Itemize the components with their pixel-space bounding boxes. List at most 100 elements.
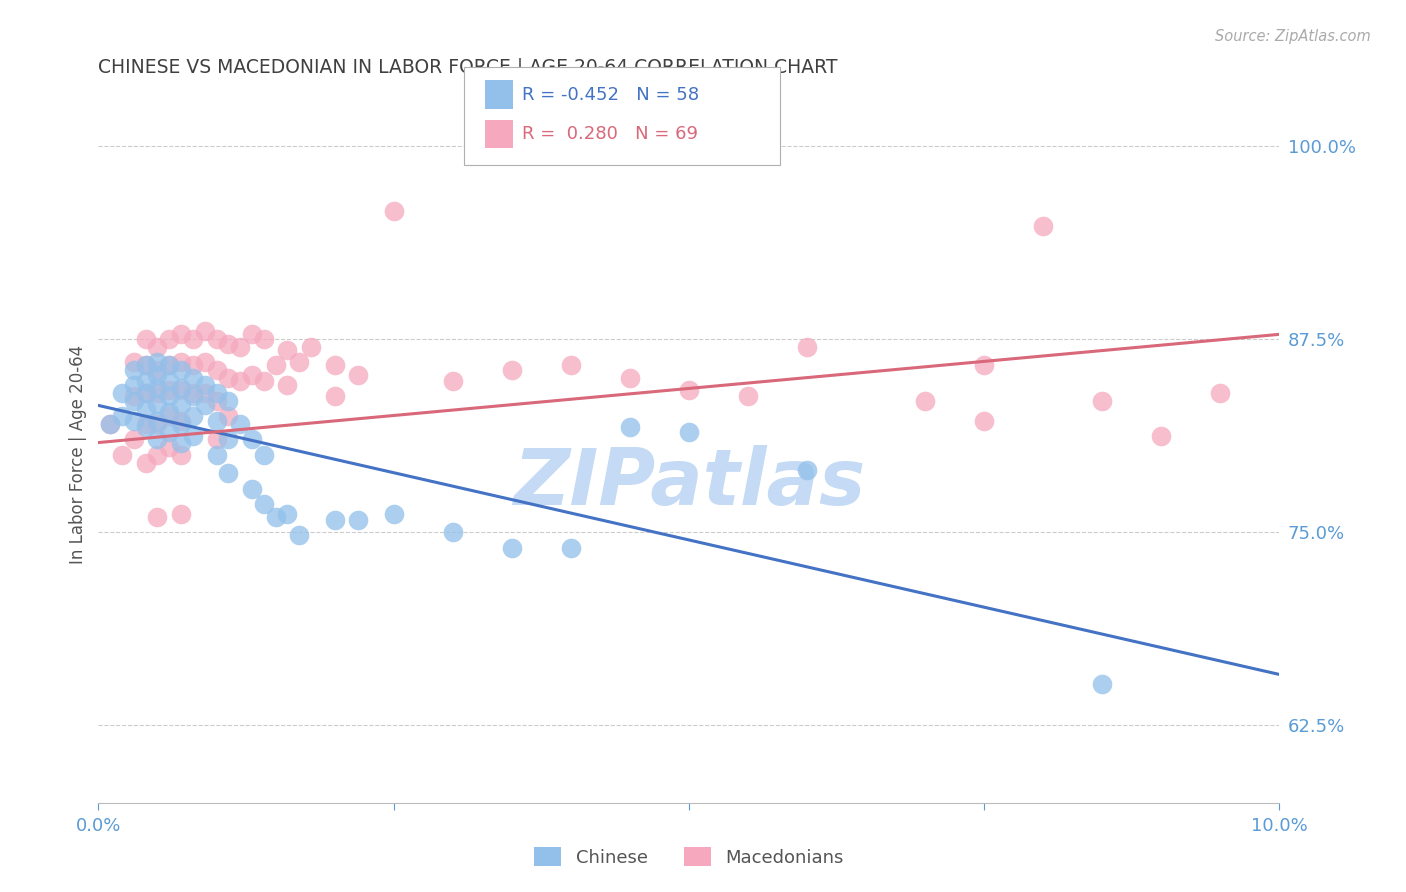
Point	[135, 417, 157, 431]
Point	[737, 389, 759, 403]
Point	[146, 414, 169, 428]
Point	[170, 435, 193, 450]
Point	[111, 448, 134, 462]
Point	[240, 327, 263, 342]
Point	[170, 355, 193, 369]
Point	[181, 358, 204, 372]
Point	[170, 417, 193, 431]
Point	[560, 358, 582, 372]
Point	[229, 417, 252, 431]
Point	[181, 332, 204, 346]
Point	[157, 440, 180, 454]
Point	[501, 541, 523, 555]
Point	[441, 374, 464, 388]
Point	[299, 340, 322, 354]
Point	[194, 386, 217, 401]
Point	[135, 332, 157, 346]
Point	[973, 358, 995, 372]
Point	[678, 383, 700, 397]
Point	[170, 448, 193, 462]
Point	[205, 433, 228, 447]
Point	[205, 448, 228, 462]
Point	[217, 336, 239, 351]
Point	[135, 420, 157, 434]
Point	[135, 386, 157, 401]
Point	[1091, 677, 1114, 691]
Point	[253, 497, 276, 511]
Point	[323, 513, 346, 527]
Point	[146, 368, 169, 382]
Point	[264, 358, 287, 372]
Point	[619, 370, 641, 384]
Point	[122, 414, 145, 428]
Point	[157, 332, 180, 346]
Point	[441, 525, 464, 540]
Point	[122, 389, 145, 403]
Point	[1091, 393, 1114, 408]
Point	[122, 433, 145, 447]
Point	[98, 417, 121, 431]
Point	[170, 383, 193, 397]
Point	[157, 374, 180, 388]
Point	[1209, 386, 1232, 401]
Point	[347, 513, 370, 527]
Point	[796, 463, 818, 477]
Point	[194, 399, 217, 413]
Point	[122, 363, 145, 377]
Point	[170, 363, 193, 377]
Point	[181, 429, 204, 443]
Point	[135, 401, 157, 416]
Point	[323, 358, 346, 372]
Point	[288, 355, 311, 369]
Point	[170, 399, 193, 413]
Point	[146, 417, 169, 431]
Point	[253, 374, 276, 388]
Text: R = -0.452   N = 58: R = -0.452 N = 58	[522, 86, 699, 103]
Point	[560, 541, 582, 555]
Point	[1150, 429, 1173, 443]
Point	[973, 414, 995, 428]
Point	[135, 386, 157, 401]
Point	[146, 386, 169, 401]
Point	[914, 393, 936, 408]
Point	[382, 507, 405, 521]
Point	[217, 393, 239, 408]
Point	[146, 448, 169, 462]
Point	[205, 332, 228, 346]
Point	[146, 355, 169, 369]
Y-axis label: In Labor Force | Age 20-64: In Labor Force | Age 20-64	[69, 345, 87, 565]
Point	[229, 374, 252, 388]
Point	[264, 509, 287, 524]
Point	[146, 397, 169, 411]
Point	[157, 358, 180, 372]
Point	[181, 389, 204, 403]
Point	[323, 389, 346, 403]
Text: ZIPatlas: ZIPatlas	[513, 445, 865, 521]
Point	[205, 363, 228, 377]
Point	[217, 409, 239, 424]
Point	[240, 433, 263, 447]
Point	[229, 340, 252, 354]
Point	[146, 340, 169, 354]
Point	[253, 332, 276, 346]
Point	[347, 368, 370, 382]
Point	[205, 386, 228, 401]
Point	[122, 355, 145, 369]
Point	[146, 509, 169, 524]
Point	[194, 355, 217, 369]
Legend: Chinese, Macedonians: Chinese, Macedonians	[527, 840, 851, 874]
Point	[157, 383, 180, 397]
Point	[122, 378, 145, 392]
Point	[217, 467, 239, 481]
Point	[146, 381, 169, 395]
Point	[135, 456, 157, 470]
Point	[276, 378, 298, 392]
Point	[288, 528, 311, 542]
Point	[619, 420, 641, 434]
Point	[111, 386, 134, 401]
Point	[501, 363, 523, 377]
Point	[98, 417, 121, 431]
Point	[170, 507, 193, 521]
Point	[194, 378, 217, 392]
Point	[240, 368, 263, 382]
